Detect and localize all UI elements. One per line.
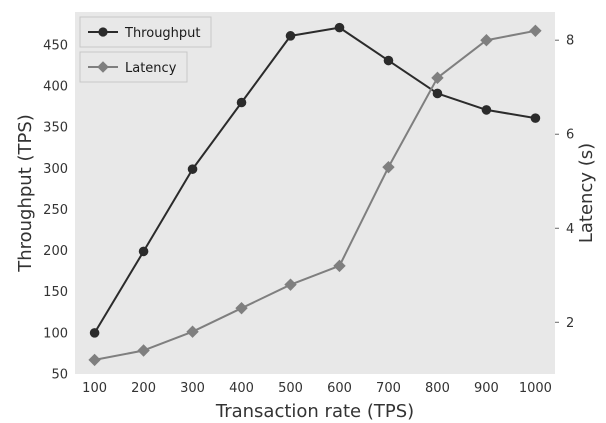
latency-legend-label: Latency [125,61,177,76]
x-tick-label: 600 [327,381,352,396]
throughput-legend: Throughput [79,16,212,48]
latency-series-line [94,29,536,361]
throughput-point [334,22,345,33]
series-layer [88,22,542,367]
left-y-tick-label: 100 [43,326,68,341]
latency-point [480,34,493,47]
left-y-tick-label: 300 [43,162,68,177]
left-y-tick-label: 250 [43,203,68,218]
throughput-point [187,164,198,174]
x-tick-label: 900 [474,381,499,396]
x-tick-label: 800 [425,381,450,396]
left-y-tick-label: 450 [43,38,68,53]
left-axis-ticks: 50 100 150 200 250 300 350 400 450 [43,38,68,382]
latency-legend-marker [97,61,109,73]
latency-legend: Latency [79,51,188,83]
x-axis-ticks: 100 200 300 400 500 600 700 800 900 1000 [82,381,552,396]
x-tick-label: 1000 [519,381,552,396]
x-tick-label: 500 [278,381,303,396]
x-tick-label: 100 [82,381,107,396]
throughput-point [89,328,100,338]
right-y-tick-label: 8 [566,34,574,49]
latency-point [137,344,150,357]
right-y-tick-label: 2 [566,316,574,331]
left-y-axis-label: Throughput (TPS) [15,114,36,273]
latency-point [333,259,346,273]
right-y-tick-label: 6 [566,128,574,143]
x-axis-label: Transaction rate (TPS) [215,401,414,422]
left-y-tick-label: 50 [51,368,68,383]
throughput-point [285,31,296,41]
left-y-tick-label: 400 [43,80,68,95]
latency-point [186,325,199,338]
throughput-legend-marker [98,27,108,37]
x-tick-label: 700 [376,381,401,396]
latency-point [88,353,101,367]
x-tick-label: 400 [229,381,254,396]
throughput-point [236,97,247,108]
left-y-tick-label: 350 [43,121,68,136]
throughput-legend-label: Throughput [124,26,201,41]
left-y-tick-label: 200 [43,244,68,259]
left-y-tick-label: 150 [43,285,68,300]
throughput-point [383,55,394,66]
latency-point [431,71,444,85]
right-y-axis-label: Latency (s) [576,143,597,243]
throughput-point [138,246,149,257]
right-axis-ticks: 2 4 6 8 [555,34,574,331]
latency-point [284,278,297,291]
throughput-series-line [93,26,536,334]
latency-point [382,160,395,174]
latency-point [529,24,542,38]
throughput-point [432,88,443,99]
throughput-point [530,113,541,123]
right-y-tick-label: 4 [566,222,574,237]
latency-point [235,301,248,315]
x-tick-label: 200 [131,381,156,396]
throughput-point [481,105,492,115]
x-tick-label: 300 [180,381,205,396]
